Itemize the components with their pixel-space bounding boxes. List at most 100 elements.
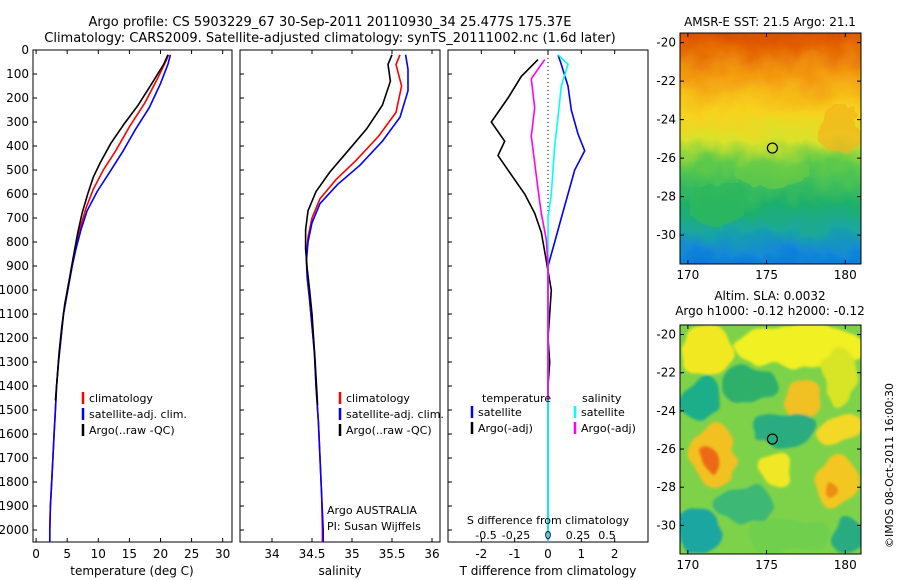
- x-tick-label: 1: [578, 547, 586, 561]
- depth-tick-label: 200: [6, 91, 29, 105]
- x-tick-label: 0: [544, 547, 552, 561]
- series-line-salinity-argo-adj-: [530, 59, 549, 401]
- temperature-plot: 0 5 10 15 20 25 30 climatology satellite-adj. cl…: [32, 50, 230, 561]
- depth-tick-label: 2000: [0, 523, 29, 537]
- depth-tick-label: 300: [6, 115, 29, 129]
- depth-axis: 0 100 200 300 400 500 600 700 800 900 1000 1100 1200…: [0, 43, 452, 537]
- map-y-tick-label: -26: [656, 151, 676, 165]
- argo-pi-label: PI: Susan Wijffels: [327, 520, 421, 533]
- legend-label: Argo(..raw -QC): [89, 424, 175, 437]
- depth-tick-label: 1000: [0, 283, 29, 297]
- map-y-tick-label: -20: [656, 36, 676, 50]
- sla-map-frame: [679, 324, 862, 555]
- map-y-tick-label: -24: [656, 113, 676, 127]
- x-tick-label: 15: [122, 547, 137, 561]
- map-x-tick-label: 170: [676, 558, 699, 572]
- s-diff-tick-label: -0.5: [475, 529, 496, 542]
- x-tick-label: 2: [611, 547, 619, 561]
- map-y-tick-label: -28: [656, 190, 676, 204]
- sla-map-axes: 170 175 180 -20 -22 -24 -26 -28 -30: [656, 325, 861, 572]
- depth-tick-label: 900: [6, 259, 29, 273]
- depth-tick-label: 1100: [0, 307, 29, 321]
- legend-label: climatology: [346, 392, 410, 405]
- map-y-tick-label: -22: [656, 74, 676, 88]
- series-line-climatology: [49, 54, 170, 542]
- legend-title-temperature: temperature: [482, 392, 551, 405]
- salinity-xlabel: salinity: [318, 564, 361, 578]
- depth-tick-label: 1500: [0, 403, 29, 417]
- map-y-tick-label: -30: [656, 518, 676, 532]
- map-x-tick-label: 180: [834, 268, 857, 282]
- series-line-satellite-adj-clim-: [305, 54, 409, 542]
- depth-tick-label: 1600: [0, 427, 29, 441]
- x-tick-label: 0: [32, 547, 40, 561]
- s-diff-tick-label: 0: [545, 529, 552, 542]
- temperature-xlabel: temperature (deg C): [70, 564, 193, 578]
- difference-xlabel-bottom: T difference from climatology: [459, 564, 637, 578]
- legend-label: satellite: [581, 406, 625, 419]
- series-line-temperature-satellite: [547, 54, 586, 542]
- sla-heatmap: [680, 325, 861, 554]
- difference-xlabel-top: S difference from climatology: [467, 514, 630, 527]
- depth-tick-label: 800: [6, 235, 29, 249]
- depth-tick-label: 1900: [0, 499, 29, 513]
- x-tick-label: -2: [475, 547, 487, 561]
- legend-label: Argo(..raw -QC): [346, 424, 432, 437]
- argo-institution-label: Argo AUSTRALIA: [327, 504, 417, 517]
- depth-tick-label: 0: [21, 43, 29, 57]
- depth-tick-label: 100: [6, 67, 29, 81]
- x-tick-label: 20: [153, 547, 168, 561]
- legend-label: climatology: [89, 392, 153, 405]
- depth-tick-label: 1200: [0, 331, 29, 345]
- sst-map-title: AMSR-E SST: 21.5 Argo: 21.1: [684, 15, 856, 29]
- x-tick-label: 35.5: [379, 547, 406, 561]
- depth-tick-label: 600: [6, 187, 29, 201]
- depth-tick-label: 700: [6, 211, 29, 225]
- sst-map-frame: [679, 32, 862, 265]
- map-x-tick-label: 175: [755, 558, 778, 572]
- figure-title-line2: Climatology: CARS2009. Satellite-adjuste…: [44, 31, 616, 46]
- depth-tick-label: 1400: [0, 379, 29, 393]
- x-tick-label: 10: [91, 547, 106, 561]
- imos-timestamp-label: ©IMOS 08-Oct-2011 16:00:30: [883, 383, 896, 548]
- map-y-tick-label: -28: [656, 480, 676, 494]
- depth-tick-label: 1700: [0, 451, 29, 465]
- map-y-tick-label: -20: [656, 328, 676, 342]
- map-x-tick-label: 175: [755, 268, 778, 282]
- x-tick-label: 34.5: [299, 547, 326, 561]
- x-tick-label: 5: [63, 547, 71, 561]
- sla-map-title-line2: Argo h1000: -0.12 h2000: -0.12: [675, 304, 865, 318]
- s-diff-tick-label: -0.25: [502, 529, 530, 542]
- legend-label: satellite: [478, 406, 522, 419]
- series-line-satellite-adj-clim-: [49, 54, 172, 542]
- s-diff-tick-label: 0.25: [566, 529, 591, 542]
- x-tick-label: 30: [215, 547, 230, 561]
- map-y-tick-label: -24: [656, 404, 676, 418]
- sst-heatmap: [680, 33, 861, 264]
- series-line-argo-raw-qc-: [304, 54, 393, 406]
- map-y-tick-label: -22: [656, 366, 676, 380]
- map-y-tick-label: -26: [656, 442, 676, 456]
- x-tick-label: 35: [344, 547, 359, 561]
- depth-tick-label: 500: [6, 163, 29, 177]
- legend-label: satellite-adj. clim.: [89, 408, 187, 421]
- depth-tick-label: 1800: [0, 475, 29, 489]
- sst-map-axes: 170 175 180 -20 -22 -24 -26 -28 -30: [656, 33, 861, 282]
- legend-label: Argo(-adj): [478, 422, 533, 435]
- sla-map-title-line1: Altim. SLA: 0.0032: [714, 289, 825, 303]
- x-tick-label: 36: [424, 547, 439, 561]
- legend-title-salinity: salinity: [582, 392, 622, 405]
- difference-plot: -2 -1 0 1 2 -0.5 -0.25 0 0.25 0.5 temperature salin…: [470, 50, 636, 561]
- map-y-tick-label: -30: [656, 228, 676, 242]
- series-line-temperature-argo-adj-: [490, 59, 553, 401]
- map-x-tick-label: 180: [834, 558, 857, 572]
- argo-position-marker: [766, 142, 778, 154]
- temperature-panel-frame: [32, 49, 233, 543]
- legend-label: Argo(-adj): [581, 422, 636, 435]
- salinity-plot: 34 34.5 35 35.5 36 climatology satellite-adj. …: [264, 50, 444, 561]
- depth-tick-label: 1300: [0, 355, 29, 369]
- x-tick-label: 34: [264, 547, 279, 561]
- salinity-panel-frame: [239, 49, 441, 543]
- depth-tick-label: 400: [6, 139, 29, 153]
